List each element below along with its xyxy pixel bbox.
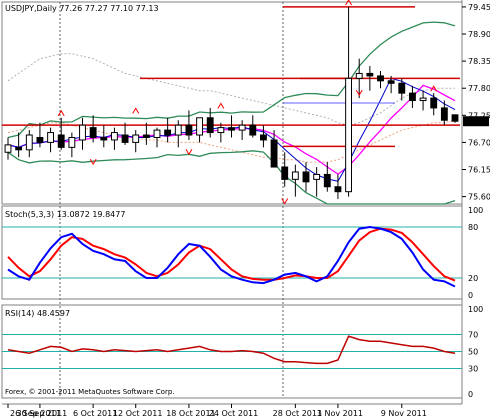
candle[interactable] — [4, 144, 12, 153]
stoch-tick-label: 0 — [468, 291, 473, 300]
candle[interactable] — [451, 114, 459, 122]
candle[interactable] — [419, 97, 427, 102]
candle[interactable] — [206, 117, 214, 134]
candle[interactable] — [270, 139, 278, 168]
date-tick-label: 9 Nov 2011 — [381, 409, 427, 418]
current-price-label: 77.13 — [465, 117, 488, 126]
candle[interactable] — [89, 127, 97, 138]
stoch-tick-label: 20 — [468, 274, 478, 283]
candle[interactable] — [355, 72, 363, 79]
candle[interactable] — [440, 107, 448, 121]
candle[interactable] — [153, 129, 161, 138]
date-tick-label: 3 Nov 2011 — [317, 409, 363, 418]
candle[interactable] — [430, 97, 438, 109]
candle[interactable] — [68, 136, 76, 148]
stoch-tick-label: 100 — [468, 206, 483, 215]
candle[interactable] — [281, 166, 289, 180]
fractal-arrow — [217, 102, 225, 109]
candle[interactable] — [196, 117, 203, 136]
rsi-tick-label: 0 — [468, 390, 473, 399]
upper-band-line — [7, 21, 456, 139]
rsi-tick-label: 30 — [468, 365, 478, 374]
price-tick-label: 78.90 — [468, 30, 490, 39]
stoch-info-label: Stoch(5,3,3) 13.0872 19.8477 — [5, 210, 125, 219]
candle[interactable] — [164, 129, 172, 136]
fractal-arrow — [345, 0, 352, 6]
lower-band-line — [7, 150, 456, 205]
candle[interactable] — [111, 132, 118, 141]
rsi-tick-label: 100 — [468, 305, 483, 314]
candle[interactable] — [345, 77, 352, 193]
stoch-tick-label: 80 — [468, 223, 478, 232]
candle[interactable] — [47, 132, 54, 143]
candle[interactable] — [217, 127, 225, 134]
price-tick-label: 77.25 — [468, 111, 490, 120]
rsi-info-label: RSI(14) 48.4597 — [5, 309, 70, 318]
stochastic-pane[interactable] — [1, 205, 463, 300]
current-price-tag — [463, 116, 489, 127]
candle[interactable] — [377, 75, 384, 82]
date-tick-label: 6 Oct 2011 — [73, 409, 117, 418]
candle[interactable] — [302, 171, 310, 183]
candle[interactable] — [249, 124, 257, 136]
fractal-arrow — [57, 109, 65, 117]
cloud-upper-line — [7, 53, 455, 126]
candle[interactable] — [313, 173, 321, 180]
date-tick-label: 18 Oct 2011 — [166, 409, 215, 418]
fractal-arrow — [185, 149, 193, 156]
price-tick-label: 79.45 — [468, 3, 490, 12]
price-tick-label: 76.70 — [468, 138, 490, 147]
candle[interactable] — [409, 92, 416, 102]
price-tick-label: 76.15 — [468, 166, 490, 175]
candle[interactable] — [36, 136, 44, 143]
candle[interactable] — [57, 134, 65, 148]
candle[interactable] — [291, 171, 299, 180]
candle[interactable] — [121, 134, 129, 143]
candle[interactable] — [142, 134, 150, 138]
date-tick-label: 12 Oct 2011 — [113, 409, 162, 418]
candle[interactable] — [185, 124, 193, 136]
chart-info-label: USDJPY,Daily 77.26 77.27 77.10 77.13 — [5, 4, 159, 13]
candle[interactable] — [132, 134, 140, 143]
fractal-arrow — [355, 89, 363, 97]
candle[interactable] — [260, 134, 267, 141]
rsi-tick-label: 70 — [468, 331, 478, 340]
copyright-label: Forex, © 2001-2011 MetaQuotes Software C… — [5, 388, 175, 396]
rsi-tick-label: 50 — [468, 348, 478, 357]
date-tick-label: 30 Sep 2011 — [17, 409, 68, 418]
candle[interactable] — [366, 72, 374, 77]
date-tick-label: 26 Sep 2011 — [10, 409, 61, 418]
candle[interactable] — [100, 136, 108, 141]
date-tick-label: 28 Oct 2011 — [273, 409, 322, 418]
candle[interactable] — [323, 173, 331, 188]
candle[interactable] — [334, 186, 342, 193]
price-tick-label: 75.60 — [468, 193, 490, 202]
price-tick-label: 78.35 — [468, 57, 490, 66]
candle[interactable] — [238, 124, 246, 131]
candle[interactable] — [15, 146, 23, 151]
candle[interactable] — [79, 124, 86, 141]
rsi-line — [7, 335, 456, 365]
price-tick-label: 77.80 — [468, 84, 490, 93]
candle[interactable] — [228, 127, 235, 131]
fractal-arrow — [89, 158, 97, 166]
candle[interactable] — [174, 124, 182, 136]
candle[interactable] — [25, 134, 33, 151]
date-tick-label: 24 Oct 2011 — [209, 409, 258, 418]
fractal-arrow — [132, 107, 140, 114]
fractal-arrow — [430, 85, 438, 92]
candle[interactable] — [398, 82, 406, 94]
fractal-arrow — [281, 198, 289, 205]
candle[interactable] — [387, 80, 395, 84]
stoch-main-line — [7, 225, 456, 288]
